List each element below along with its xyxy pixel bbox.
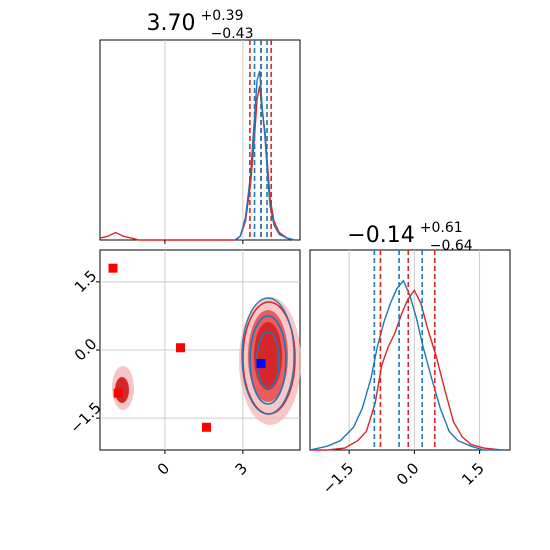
bottom-right-title-sub: −0.64 bbox=[430, 238, 473, 254]
contour-line-blue-3 bbox=[241, 297, 295, 415]
marker-red-0 bbox=[108, 263, 118, 273]
marker-red-3 bbox=[113, 388, 123, 398]
top-left-series-1 bbox=[234, 70, 295, 241]
bl-xtick-label-0: 0 bbox=[154, 459, 173, 478]
bottom-right-series-0 bbox=[310, 288, 502, 451]
density-cloud-red-main bbox=[239, 297, 301, 425]
br-xtick-label-0: −1.5 bbox=[319, 459, 357, 497]
bottom-right-title-sup: +0.61 bbox=[420, 220, 463, 236]
marker-blue-0 bbox=[256, 359, 266, 369]
top-left-panel: 3.70 +0.39 −0.43 bbox=[99, 5, 301, 241]
bottom-right-title-main: −0.14 bbox=[347, 223, 414, 248]
marker-red-2 bbox=[201, 422, 211, 432]
bottom-right-panel: −0.14 +0.61 −0.64 bbox=[309, 217, 511, 451]
bottom-right-grid bbox=[348, 250, 481, 450]
bottom-right-quantiles bbox=[373, 250, 436, 450]
top-left-grid bbox=[164, 40, 244, 240]
bottom-right-series-1 bbox=[309, 279, 502, 451]
bottom-right-hist-lines bbox=[309, 279, 502, 451]
top-left-quantiles bbox=[249, 40, 272, 240]
top-left-title: 3.70 +0.39 −0.43 bbox=[147, 5, 254, 42]
marker-red-1 bbox=[176, 343, 186, 353]
top-left-hist-lines bbox=[99, 70, 295, 241]
bl-ytick-label-2: 1.5 bbox=[71, 267, 101, 297]
top-left-series-0 bbox=[99, 85, 295, 241]
bottom-left-panel bbox=[99, 249, 301, 451]
br-xtick-label-1: 0.0 bbox=[393, 459, 423, 489]
top-left-frame bbox=[99, 39, 301, 241]
bl-ytick-label-1: 0.0 bbox=[71, 335, 101, 365]
top-left-title-sub: −0.43 bbox=[211, 26, 254, 42]
contour-line-blue-1 bbox=[249, 315, 287, 405]
bottom-left-markers bbox=[108, 263, 266, 432]
bottom-right-title: −0.14 +0.61 −0.64 bbox=[347, 217, 473, 254]
bottom-right-frame bbox=[309, 249, 511, 451]
top-left-title-sup: +0.39 bbox=[201, 8, 244, 24]
bl-xtick-label-1: 3 bbox=[232, 459, 251, 478]
top-left-title-main: 3.70 bbox=[147, 11, 196, 36]
density-cloud-red-secondary bbox=[112, 366, 134, 410]
br-xtick-label-2: 1.5 bbox=[458, 459, 488, 489]
